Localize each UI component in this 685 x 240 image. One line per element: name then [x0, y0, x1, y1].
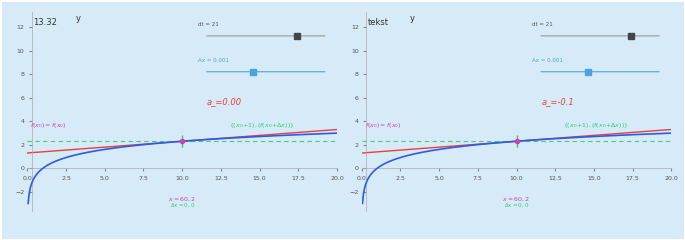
Text: a_=-0.1: a_=-0.1 [541, 97, 574, 106]
Text: Ax = 0.001: Ax = 0.001 [532, 58, 563, 63]
Text: y: y [75, 14, 80, 23]
Text: $\{(x_0\!+\!1),(f(x_0\!+\!\Delta x))\}$: $\{(x_0\!+\!1),(f(x_0\!+\!\Delta x))\}$ [229, 121, 295, 130]
Text: dt = 21: dt = 21 [532, 22, 553, 27]
Text: a_=0.00: a_=0.00 [207, 97, 242, 106]
Text: $\Delta x=0,0$: $\Delta x=0,0$ [170, 202, 195, 209]
Text: $x= 60,2$: $x= 60,2$ [503, 196, 531, 203]
Text: dt = 21: dt = 21 [198, 22, 219, 27]
Text: y: y [410, 14, 414, 23]
Text: tekst: tekst [368, 18, 389, 27]
Text: $f(x_0)=f(x_0)$: $f(x_0)=f(x_0)$ [31, 121, 67, 130]
Text: $x= 60,2$: $x= 60,2$ [168, 196, 196, 203]
Text: $\{(x_0\!+\!1),(f(x_0\!+\!\Delta x))\}$: $\{(x_0\!+\!1),(f(x_0\!+\!\Delta x))\}$ [563, 121, 629, 130]
Text: 13.32: 13.32 [34, 18, 58, 27]
Text: Ax = 0.001: Ax = 0.001 [198, 58, 229, 63]
Text: $\Delta x=0,0$: $\Delta x=0,0$ [504, 202, 529, 209]
Text: $f(x_0)=f(x_0)$: $f(x_0)=f(x_0)$ [365, 121, 401, 130]
